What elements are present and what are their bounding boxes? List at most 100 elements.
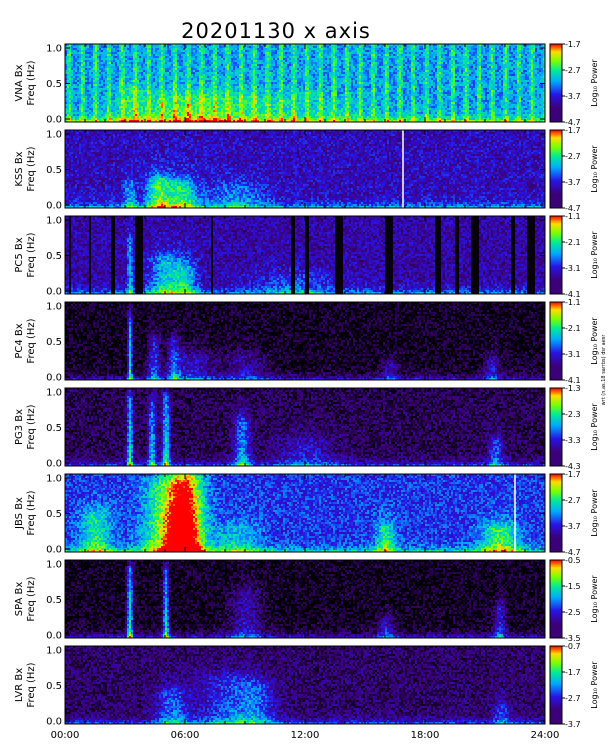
panel-pc5-bx: 0.0 0.5 1.0 PC5 Bx Freq (Hz) -1.1 -2.1 -3.1 -4.1… [14,212,599,299]
colorbar-tick-label: -1.7 [565,668,581,677]
colorbar-tick-label: -2.7 [565,496,581,505]
spectrogram-image [65,474,545,552]
colorbar-tick-label: -3.5 [565,634,581,643]
colorbar-label: Log₁₀ Power [590,317,599,365]
colorbar-label: Log₁₀ Power [590,489,599,537]
colorbar-tick-label: -2.1 [565,324,581,333]
colorbar-tick-label: -3.7 [565,178,581,187]
panel-kss-bx: 0.0 0.5 1.0 KSS Bx Freq (Hz) -1.7 -2.7 -3.7 -4.7… [14,126,599,213]
colorbar-tick-label: -4.7 [565,118,581,127]
colorbar-tick-label: -1.7 [565,40,581,49]
colorbar-tick-label: -1.7 [565,126,581,135]
freq-axis-label: Freq (Hz) [26,490,37,535]
y-tick-label: 1.0 [46,44,62,55]
y-tick-label: 1.0 [46,474,62,485]
colorbar-label: Log₁₀ Power [590,575,599,623]
colorbar-tick-label: -4.7 [565,548,581,557]
y-tick-label: 1.0 [46,302,62,313]
freq-axis-label: Freq (Hz) [26,404,37,449]
y-tick-label: 0.0 [46,545,62,556]
colorbar-tick-label: -1.1 [565,298,581,307]
colorbar [549,43,563,123]
colorbar-tick-label: -1.5 [565,582,581,591]
y-tick-label: 0.5 [46,337,62,348]
colorbar-tick-label: -2.1 [565,238,581,247]
colorbar-label: Log₁₀ Power [590,231,599,279]
y-tick-label: 0.0 [46,717,62,728]
colorbar [549,559,563,639]
station-label: KSS Bx [14,151,25,186]
colorbar-tick-label: -2.3 [565,410,581,419]
y-tick-label: 0.5 [46,509,62,520]
station-label: VNA Bx [14,64,25,101]
spectrogram-image [65,44,545,122]
colorbar-label: Log₁₀ Power [590,145,599,193]
colorbar-tick-label: -4.7 [565,204,581,213]
colorbar-tick-label: -2.7 [565,152,581,161]
spectrogram-image [65,560,545,638]
colorbar-label: Log₁₀ Power [590,661,599,709]
station-label: PC4 Bx [14,323,25,358]
colorbar-label: Log₁₀ Power [590,403,599,451]
y-tick-label: 0.5 [46,681,62,692]
y-tick-label: 1.0 [46,646,62,657]
x-tick-label: 00:00 [51,730,80,741]
spectrogram-image [65,388,545,466]
y-tick-label: 0.5 [46,595,62,606]
station-label: PG3 Bx [14,409,25,445]
colorbar [549,301,563,381]
x-axis: 00:00 06:00 12:00 18:00 24:00 [51,730,560,741]
colorbar-tick-label: -2.5 [565,608,581,617]
panel-jbs-bx: 0.0 0.5 1.0 JBS Bx Freq (Hz) -1.7 -2.7 -3.7 -4.7… [14,470,599,557]
station-label: PC5 Bx [14,237,25,272]
colorbar-label: Log₁₀ Power [590,59,599,107]
freq-axis-label: Freq (Hz) [26,318,37,363]
colorbar [549,473,563,553]
colorbar-tick-label: -4.1 [565,290,581,299]
panel-pc4-bx: 0.0 0.5 1.0 PC4 Bx Freq (Hz) -1.1 -2.1 -3.1 -4.1… [14,298,599,385]
colorbar-tick-label: -3.7 [565,522,581,531]
x-tick-label: 06:00 [171,730,200,741]
y-tick-label: 0.0 [46,373,62,384]
colorbar-tick-label: -3.1 [565,264,581,273]
y-tick-label: 0.0 [46,459,62,470]
station-label: SPA Bx [14,582,25,617]
colorbar-tick-label: -3.3 [565,436,581,445]
colorbar-tick-label: -3.7 [565,92,581,101]
y-tick-label: 0.5 [46,251,62,262]
y-tick-label: 1.0 [46,216,62,227]
station-label: LVR Bx [14,668,25,702]
colorbar-tick-label: -3.1 [565,350,581,359]
spectrogram-image [65,130,545,208]
colorbar-tick-label: -3.7 [565,720,581,729]
side-note: wrt (n.as.18 sarrbs) dsr aesr [601,334,607,406]
y-tick-label: 0.5 [46,165,62,176]
x-tick-label: 12:00 [291,730,320,741]
x-tick-label: 24:00 [531,730,560,741]
panel-lvr-bx: 0.0 0.5 1.0 LVR Bx Freq (Hz) -0.7 -1.7 -2.7 -3.7… [14,642,599,729]
spectrogram-image [65,216,545,294]
freq-axis-label: Freq (Hz) [26,60,37,105]
colorbar [549,645,563,725]
freq-axis-label: Freq (Hz) [26,232,37,277]
chart-title: 20201130 x axis [181,19,371,43]
colorbar [549,129,563,209]
freq-axis-label: Freq (Hz) [26,146,37,191]
y-tick-label: 0.0 [46,201,62,212]
panel-vna-bx: 0.0 0.5 1.0 VNA Bx Freq (Hz) -1.7 -2.7 -3.7 -4.7… [14,40,599,127]
colorbar-tick-label: -0.7 [565,642,581,651]
y-tick-label: 1.0 [46,130,62,141]
colorbar [549,215,563,295]
colorbar-tick-label: -2.7 [565,66,581,75]
freq-axis-label: Freq (Hz) [26,576,37,621]
spectrogram-image [65,302,545,380]
colorbar-tick-label: -1.3 [565,384,581,393]
y-tick-label: 0.0 [46,287,62,298]
colorbar-tick-label: -4.1 [565,376,581,385]
y-tick-label: 1.0 [46,560,62,571]
y-tick-label: 0.0 [46,631,62,642]
y-tick-label: 0.5 [46,79,62,90]
colorbar-tick-label: -4.3 [565,462,581,471]
panel-pg3-bx: 0.0 0.5 1.0 PG3 Bx Freq (Hz) -1.3 -2.3 -3.3 -4.3… [14,384,599,471]
